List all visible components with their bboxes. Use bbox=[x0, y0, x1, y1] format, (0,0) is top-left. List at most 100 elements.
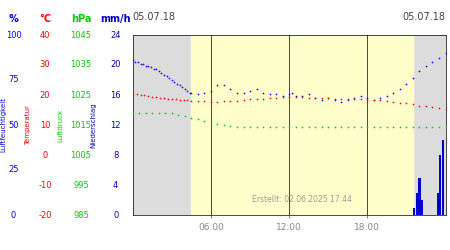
Point bbox=[429, 124, 436, 128]
Point bbox=[247, 98, 254, 102]
Point bbox=[260, 90, 267, 94]
Text: 1015: 1015 bbox=[71, 120, 91, 130]
Point bbox=[324, 96, 332, 100]
Text: 0: 0 bbox=[113, 210, 118, 220]
Text: 1005: 1005 bbox=[71, 150, 91, 160]
Point bbox=[364, 98, 371, 102]
Point bbox=[370, 98, 378, 102]
Text: 1045: 1045 bbox=[71, 30, 91, 40]
Text: %: % bbox=[9, 14, 18, 24]
Bar bbox=[421, 200, 423, 215]
Point bbox=[357, 98, 364, 102]
Point bbox=[179, 85, 186, 89]
Point bbox=[429, 60, 436, 64]
Point bbox=[142, 111, 149, 115]
Text: Erstellt: 02.06.2025 17:44: Erstellt: 02.06.2025 17:44 bbox=[252, 195, 351, 204]
Point bbox=[364, 124, 371, 128]
Text: 0: 0 bbox=[42, 150, 48, 160]
Point bbox=[214, 100, 221, 103]
Point bbox=[266, 124, 273, 128]
Point bbox=[260, 124, 267, 128]
Point bbox=[142, 64, 149, 68]
Point bbox=[344, 124, 351, 128]
Point bbox=[442, 51, 449, 55]
Point bbox=[423, 104, 430, 108]
Text: °C: °C bbox=[39, 14, 51, 24]
Text: 20: 20 bbox=[110, 60, 121, 70]
Text: 05.07.18: 05.07.18 bbox=[402, 12, 446, 22]
Point bbox=[318, 96, 325, 100]
Text: hPa: hPa bbox=[71, 14, 91, 24]
Point bbox=[370, 124, 378, 128]
Point bbox=[383, 94, 391, 98]
Bar bbox=[439, 155, 441, 215]
Point bbox=[338, 100, 345, 103]
Point bbox=[410, 76, 417, 80]
Text: mm/h: mm/h bbox=[100, 14, 131, 24]
Point bbox=[227, 124, 234, 128]
Point bbox=[148, 111, 156, 115]
Point bbox=[311, 96, 319, 100]
Text: 1035: 1035 bbox=[71, 60, 91, 70]
Bar bbox=[416, 192, 418, 215]
Text: 12: 12 bbox=[110, 120, 121, 130]
Point bbox=[344, 97, 351, 101]
Point bbox=[273, 124, 280, 128]
Point bbox=[396, 124, 404, 128]
Point bbox=[166, 76, 173, 80]
Point bbox=[377, 96, 384, 100]
Point bbox=[220, 84, 228, 87]
Point bbox=[158, 71, 165, 75]
Point bbox=[288, 90, 295, 94]
Point bbox=[403, 102, 410, 105]
Text: 16: 16 bbox=[110, 90, 121, 100]
Point bbox=[160, 72, 167, 76]
Point bbox=[176, 84, 183, 87]
Point bbox=[311, 96, 319, 100]
Point bbox=[129, 111, 136, 115]
Point bbox=[364, 96, 371, 100]
Point bbox=[214, 122, 221, 126]
Point bbox=[145, 64, 152, 68]
Point bbox=[155, 111, 162, 115]
Text: 30: 30 bbox=[40, 60, 50, 70]
Point bbox=[298, 96, 306, 100]
Bar bbox=[436, 192, 439, 215]
Point bbox=[247, 89, 254, 93]
Point bbox=[188, 90, 195, 94]
Point bbox=[240, 124, 247, 128]
Text: 0: 0 bbox=[11, 210, 16, 220]
Point bbox=[383, 124, 391, 128]
Text: 4: 4 bbox=[113, 180, 118, 190]
Text: 20: 20 bbox=[40, 90, 50, 100]
Point bbox=[155, 69, 162, 73]
Text: 24: 24 bbox=[110, 30, 121, 40]
Text: -10: -10 bbox=[38, 180, 52, 190]
Point bbox=[344, 98, 351, 102]
Point bbox=[253, 97, 260, 101]
Point bbox=[410, 102, 417, 106]
Point bbox=[298, 124, 306, 128]
Point bbox=[285, 92, 292, 96]
Point bbox=[194, 99, 202, 103]
Point bbox=[338, 124, 345, 128]
Point bbox=[292, 124, 299, 128]
Point bbox=[403, 124, 410, 128]
Point bbox=[168, 97, 176, 101]
Point bbox=[285, 95, 292, 99]
Point bbox=[416, 124, 423, 128]
Point bbox=[234, 99, 241, 103]
Text: 25: 25 bbox=[8, 166, 19, 174]
Point bbox=[135, 111, 143, 115]
Point bbox=[331, 96, 338, 100]
Point bbox=[214, 84, 221, 87]
Point bbox=[153, 95, 160, 99]
Text: 995: 995 bbox=[73, 180, 89, 190]
Point bbox=[377, 124, 384, 128]
Text: 8: 8 bbox=[113, 150, 118, 160]
Point bbox=[260, 96, 267, 100]
Point bbox=[377, 98, 384, 102]
Point bbox=[324, 124, 332, 128]
Point bbox=[318, 124, 325, 128]
Point bbox=[220, 99, 228, 103]
